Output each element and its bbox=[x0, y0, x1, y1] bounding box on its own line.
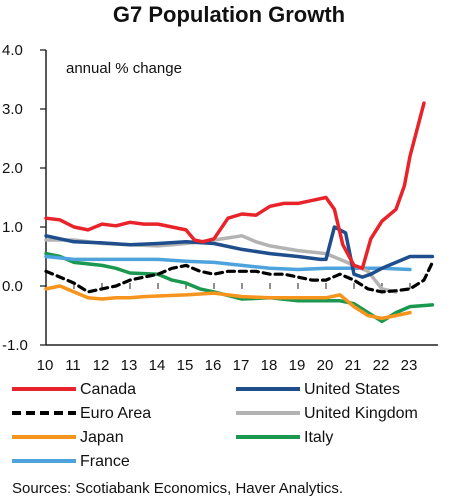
x-tick-label: 11 bbox=[65, 357, 81, 374]
x-tick-label: 23 bbox=[401, 357, 418, 374]
x-tick-label: 12 bbox=[93, 357, 110, 374]
x-tick-label: 10 bbox=[37, 357, 54, 374]
series-line-united-states bbox=[44, 225, 435, 279]
legend-item-france: France bbox=[12, 453, 130, 470]
legend: Canada United States Euro Area United Kingd… bbox=[12, 381, 418, 470]
x-tick-label: 13 bbox=[121, 357, 138, 374]
series-line-france bbox=[44, 254, 412, 272]
source-note: Sources: Scotiabank Economics, Haver Ana… bbox=[12, 480, 343, 497]
legend-item-united-states: United States bbox=[236, 381, 400, 398]
x-tick-label: 17 bbox=[233, 357, 250, 374]
legend-item-euro-area: Euro Area bbox=[12, 405, 151, 422]
x-tick-label: 22 bbox=[373, 357, 390, 374]
series-line-euro-area bbox=[44, 260, 434, 294]
chart-title: G7 Population Growth bbox=[112, 2, 346, 27]
x-tick-label: 16 bbox=[205, 357, 222, 374]
series-line-japan bbox=[44, 284, 412, 321]
legend-label: United Kingdom bbox=[304, 405, 418, 422]
y-tick-label: 1.0 bbox=[2, 219, 23, 236]
legend-label: United States bbox=[304, 381, 400, 398]
y-tick-label: 0.0 bbox=[2, 278, 23, 295]
chart-annotation: annual % change bbox=[66, 60, 182, 77]
axes: -1.0 0.0 1.0 2.0 3.0 4.0 10 11 12 13 14 15 16 17 18 19 2… bbox=[2, 42, 438, 374]
series-line-canada bbox=[44, 101, 426, 271]
legend-item-united-kingdom: United Kingdom bbox=[236, 405, 418, 422]
legend-item-italy: Italy bbox=[236, 429, 333, 446]
series-layer bbox=[44, 101, 435, 324]
y-tick-label: 3.0 bbox=[2, 101, 23, 118]
y-tick-label: -1.0 bbox=[2, 337, 28, 354]
legend-label: Japan bbox=[80, 429, 124, 446]
x-tick-label: 14 bbox=[149, 357, 166, 374]
legend-label: France bbox=[80, 453, 130, 470]
legend-label: Euro Area bbox=[80, 405, 151, 422]
x-tick-label: 18 bbox=[261, 357, 278, 374]
legend-label: Italy bbox=[304, 429, 333, 446]
legend-label: Canada bbox=[80, 381, 136, 398]
y-tick-label: 2.0 bbox=[2, 160, 23, 177]
x-tick-label: 15 bbox=[177, 357, 194, 374]
x-tick-label: 20 bbox=[317, 357, 334, 374]
x-tick-label: 21 bbox=[345, 357, 362, 374]
legend-item-japan: Japan bbox=[12, 429, 124, 446]
y-tick-label: 4.0 bbox=[2, 42, 23, 59]
x-tick-label: 19 bbox=[289, 357, 306, 374]
legend-item-canada: Canada bbox=[12, 381, 136, 398]
